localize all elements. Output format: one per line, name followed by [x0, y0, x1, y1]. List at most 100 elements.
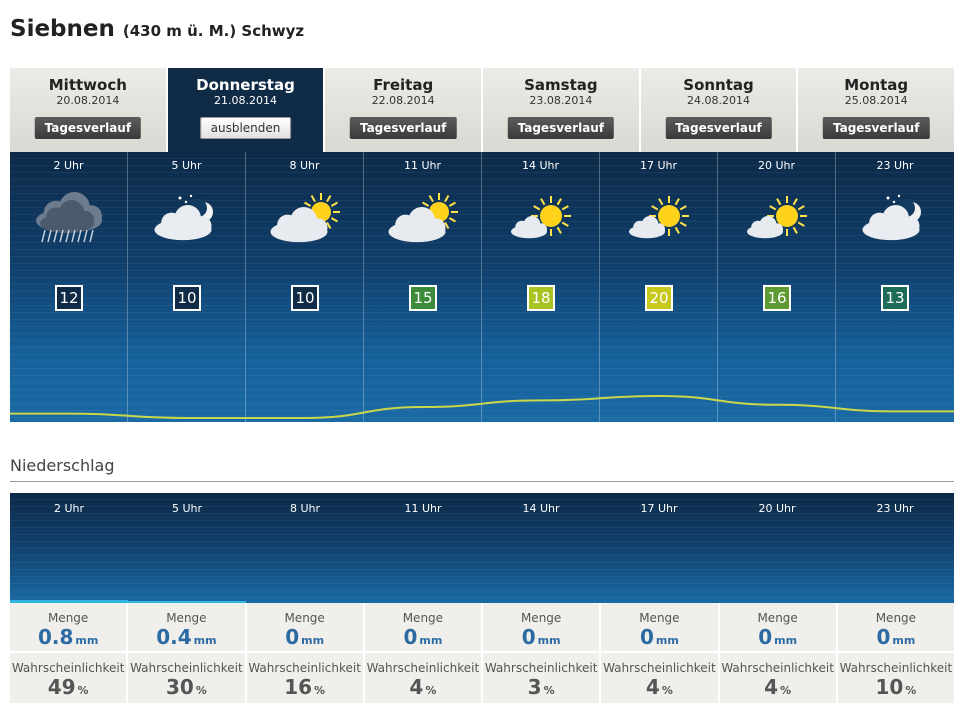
temperature-badge: 12 — [55, 285, 83, 311]
probability-unit: % — [314, 684, 326, 697]
precipitation-stat-column: Menge 0 mm Wahrscheinlichkeit 4% — [719, 603, 838, 703]
day-tab-samstag[interactable]: Samstag 23.08.2014 Tagesverlauf — [483, 68, 641, 152]
precipitation-panel: 2 Uhr 5 Uhr 8 Uhr 11 Uhr 14 Uhr 17 Uhr 20 Uhr 2… — [10, 493, 954, 603]
hour-label: 11 Uhr — [404, 502, 442, 515]
amount-label: Menge — [639, 611, 680, 625]
hide-button[interactable]: ausblenden — [199, 117, 292, 139]
daily-course-button[interactable]: Tagesverlauf — [349, 117, 457, 139]
location-detail: (430 m ü. M.) Schwyz — [122, 22, 305, 40]
probability-label: Wahrscheinlichkeit — [484, 661, 598, 675]
hour-label: 23 Uhr — [876, 159, 914, 172]
probability-unit: % — [543, 684, 555, 697]
probability-unit: % — [195, 684, 207, 697]
daily-course-button[interactable]: Tagesverlauf — [822, 117, 930, 139]
amount-unit: mm — [892, 634, 916, 647]
probability-value: 4% — [601, 675, 717, 703]
panel-background — [10, 493, 954, 603]
probability-label: Wahrscheinlichkeit — [130, 661, 243, 675]
probability-value: 30% — [128, 675, 244, 703]
amount-unit: mm — [655, 634, 679, 647]
hour-column: 11 Uhr 15 — [364, 152, 482, 422]
amount-cell: Menge 0 mm — [246, 603, 363, 653]
amount-cell: Menge 0.8 mm — [10, 603, 127, 653]
amount-value: 0 mm — [838, 625, 954, 653]
amount-unit: mm — [301, 634, 325, 647]
hour-label: 17 Uhr — [640, 502, 678, 515]
day-tab-freitag[interactable]: Freitag 22.08.2014 Tagesverlauf — [325, 68, 484, 152]
location-name: Siebnen — [10, 16, 115, 42]
precipitation-stat-column: Menge 0.4 mm Wahrscheinlichkeit 30% — [128, 603, 247, 703]
amount-label: Menge — [47, 611, 89, 625]
hour-column: 20 Uhr 16 — [718, 152, 836, 422]
amount-number: 0 — [403, 625, 418, 649]
amount-number: 0 — [758, 625, 773, 649]
day-name: Mittwoch — [48, 76, 127, 94]
amount-label: Menge — [520, 611, 562, 625]
hour-label: 11 Uhr — [403, 159, 442, 172]
amount-value: 0 mm — [365, 625, 481, 653]
amount-unit: mm — [774, 634, 798, 647]
day-tab-mittwoch[interactable]: Mittwoch 20.08.2014 Tagesverlauf — [10, 68, 168, 152]
precipitation-hour-column: 17 Uhr — [600, 493, 718, 515]
daily-course-button[interactable]: Tagesverlauf — [665, 117, 772, 139]
probability-value: 4% — [365, 675, 481, 703]
amount-value: 0.4 mm — [128, 625, 244, 653]
probability-unit: % — [425, 684, 437, 697]
amount-number: 0 — [521, 625, 536, 649]
amount-cell: Menge 0 mm — [719, 603, 836, 653]
sun-small-cloud-icon — [746, 196, 807, 239]
amount-cell: Menge 0 mm — [483, 603, 600, 653]
hourly-forecast-panel: 2 Uhr 12 5 Uhr 10 8 Uhr 10 11 Uhr 15 14 Uhr 18 17 … — [10, 152, 954, 422]
hour-label: 2 Uhr — [53, 159, 84, 172]
probability-unit: % — [661, 684, 673, 697]
probability-value: 3% — [483, 675, 599, 703]
amount-value: 0 mm — [720, 625, 836, 653]
temperature-badge: 10 — [291, 285, 319, 311]
temperature-badge: 10 — [173, 285, 201, 311]
probability-cell: Wahrscheinlichkeit 10% — [838, 653, 954, 703]
sun-cloud-icon — [388, 193, 458, 243]
amount-number: 0 — [639, 625, 654, 649]
amount-label: Menge — [402, 611, 444, 625]
sun-small-cloud-icon — [628, 196, 689, 239]
day-name: Samstag — [524, 76, 598, 94]
precipitation-bar — [128, 601, 246, 603]
amount-unit: mm — [193, 634, 217, 647]
hour-label: 8 Uhr — [289, 502, 321, 515]
day-date: 23.08.2014 — [529, 94, 593, 107]
hour-label: 14 Uhr — [522, 502, 560, 515]
probability-value: 10% — [838, 675, 954, 703]
probability-number: 16 — [284, 675, 313, 699]
hour-label: 5 Uhr — [171, 502, 203, 515]
day-date: 22.08.2014 — [371, 94, 435, 107]
amount-label: Menge — [284, 611, 325, 625]
day-tab-donnerstag[interactable]: Donnerstag 21.08.2014 ausblenden — [167, 68, 326, 152]
precipitation-hour-column: 8 Uhr — [246, 493, 364, 515]
day-tabs: Mittwoch 20.08.2014 Tagesverlauf Donnerstag… — [10, 68, 955, 152]
amount-unit: mm — [75, 634, 99, 647]
precipitation-hour-column: 23 Uhr — [836, 493, 954, 515]
probability-cell: Wahrscheinlichkeit 4% — [720, 653, 836, 703]
amount-label: Menge — [757, 611, 798, 625]
day-tab-montag[interactable]: Montag 25.08.2014 Tagesverlauf — [798, 68, 955, 152]
hour-label: 20 Uhr — [757, 159, 796, 172]
temperature-curve — [10, 394, 954, 419]
probability-unit: % — [780, 684, 792, 697]
amount-cell: Menge 0.4 mm — [128, 603, 245, 653]
day-tab-sonntag[interactable]: Sonntag 24.08.2014 Tagesverlauf — [640, 68, 799, 152]
probability-value: 49% — [10, 675, 126, 703]
daily-course-button[interactable]: Tagesverlauf — [507, 117, 615, 139]
hour-label: 8 Uhr — [289, 159, 320, 172]
rain-cloud-icon — [35, 192, 102, 243]
precipitation-hour-column: 20 Uhr — [718, 493, 836, 515]
temperature-badge: 13 — [881, 285, 909, 311]
moon-cloud-icon — [862, 194, 921, 241]
hour-label: 5 Uhr — [171, 159, 202, 172]
amount-number: 0 — [876, 625, 891, 649]
daily-course-button[interactable]: Tagesverlauf — [34, 117, 142, 139]
probability-cell: Wahrscheinlichkeit 49% — [10, 653, 126, 703]
day-name: Montag — [844, 76, 909, 94]
temperature-curve-line — [10, 394, 954, 419]
probability-label: Wahrscheinlichkeit — [839, 661, 953, 675]
precipitation-stat-column: Menge 0 mm Wahrscheinlichkeit 10% — [837, 603, 954, 703]
